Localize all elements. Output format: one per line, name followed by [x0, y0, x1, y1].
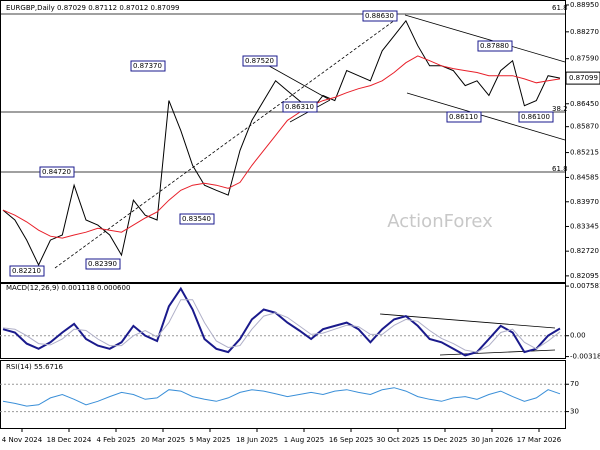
- price-annotation-box: [179, 213, 215, 225]
- x-tick-label: 30 Jan 2026: [471, 436, 514, 444]
- price-panel: [0, 0, 566, 283]
- fib-label: 38.2: [552, 105, 568, 113]
- price-annotation: 0.84720: [42, 168, 71, 176]
- series-line: [2, 387, 561, 407]
- y-tick-label: 0.007581: [570, 282, 600, 290]
- series-line: [2, 286, 561, 357]
- y-tick-label: 0.86450: [570, 100, 599, 108]
- last-price-label: 0.87099: [569, 74, 598, 82]
- price-annotation-box: [362, 10, 398, 22]
- x-tick-label: 4 Nov 2024: [2, 436, 43, 444]
- price-annotation-box: [282, 101, 318, 113]
- x-tick-label: 20 Mar 2025: [141, 436, 185, 444]
- y-tick-label: 30: [570, 408, 579, 416]
- y-tick-label: 0.88270: [570, 28, 599, 36]
- x-tick-label: 1 Aug 2025: [284, 436, 324, 444]
- x-tick-label: 16 Sep 2025: [329, 436, 373, 444]
- price-annotation: 0.82390: [88, 260, 117, 268]
- rsi-panel: [0, 360, 566, 429]
- fib-label: 61.8: [552, 165, 568, 173]
- y-tick-label: 0.88950: [570, 1, 599, 9]
- price-annotation-box: [9, 265, 45, 277]
- price-annotation-box: [39, 166, 75, 178]
- price-annotation: 0.86100: [521, 113, 550, 121]
- y-tick-label: 0.85215: [570, 149, 599, 157]
- x-tick-label: 5 May 2025: [189, 436, 230, 444]
- series-line: [2, 19, 561, 267]
- rsi-title: RSI(14) 55.6716: [6, 363, 63, 371]
- x-tick-label: 30 Oct 2025: [376, 436, 419, 444]
- y-tick-label: 0.82720: [570, 247, 599, 255]
- y-tick-label: -0.003183: [570, 353, 600, 361]
- price-annotation: 0.87520: [245, 57, 274, 65]
- y-tick-label: 0.00: [570, 332, 586, 340]
- y-tick-label: 0.84585: [570, 173, 599, 181]
- price-annotation: 0.86310: [285, 103, 314, 111]
- price-annotation-box: [130, 60, 166, 72]
- price-annotation-box: [242, 55, 278, 67]
- watermark: ActionForex: [387, 211, 493, 232]
- y-tick-label: 0.87590: [570, 55, 599, 63]
- y-tick-label: 0.83345: [570, 222, 599, 230]
- fib-label: 61.8: [552, 4, 568, 12]
- y-tick-label: 0.85870: [570, 123, 599, 131]
- price-annotation: 0.87880: [480, 42, 509, 50]
- series-line: [2, 55, 561, 239]
- x-tick-label: 18 Dec 2024: [47, 436, 92, 444]
- price-annotation: 0.86110: [449, 113, 478, 121]
- macd-title: MACD(12,26,9) 0.001118 0.000600: [6, 284, 130, 292]
- macd-panel: [0, 283, 566, 359]
- y-tick-label: 0.83970: [570, 198, 599, 206]
- price-annotation-box: [85, 258, 121, 270]
- series-line: [2, 299, 561, 353]
- y-tick-label: 70: [570, 380, 579, 388]
- trend-lines: [0, 13, 566, 356]
- last-price-box: [565, 71, 600, 85]
- price-annotation: 0.82210: [12, 267, 41, 275]
- x-tick-label: 18 Jun 2025: [236, 436, 278, 444]
- x-tick-label: 15 Dec 2025: [423, 436, 468, 444]
- x-tick-label: 17 Mar 2026: [517, 436, 562, 444]
- x-tick-label: 4 Feb 2025: [96, 436, 135, 444]
- price-annotation-box: [446, 111, 482, 123]
- price-annotation: 0.87370: [133, 62, 162, 70]
- price-annotation: 0.83540: [182, 215, 211, 223]
- price-annotation-box: [518, 111, 554, 123]
- chart-title: EURGBP,Daily 0.87029 0.87112 0.87012 0.8…: [6, 4, 179, 12]
- price-annotation: 0.88630: [365, 12, 394, 20]
- price-annotation-box: [477, 40, 513, 52]
- y-tick-label: 0.82095: [570, 272, 599, 280]
